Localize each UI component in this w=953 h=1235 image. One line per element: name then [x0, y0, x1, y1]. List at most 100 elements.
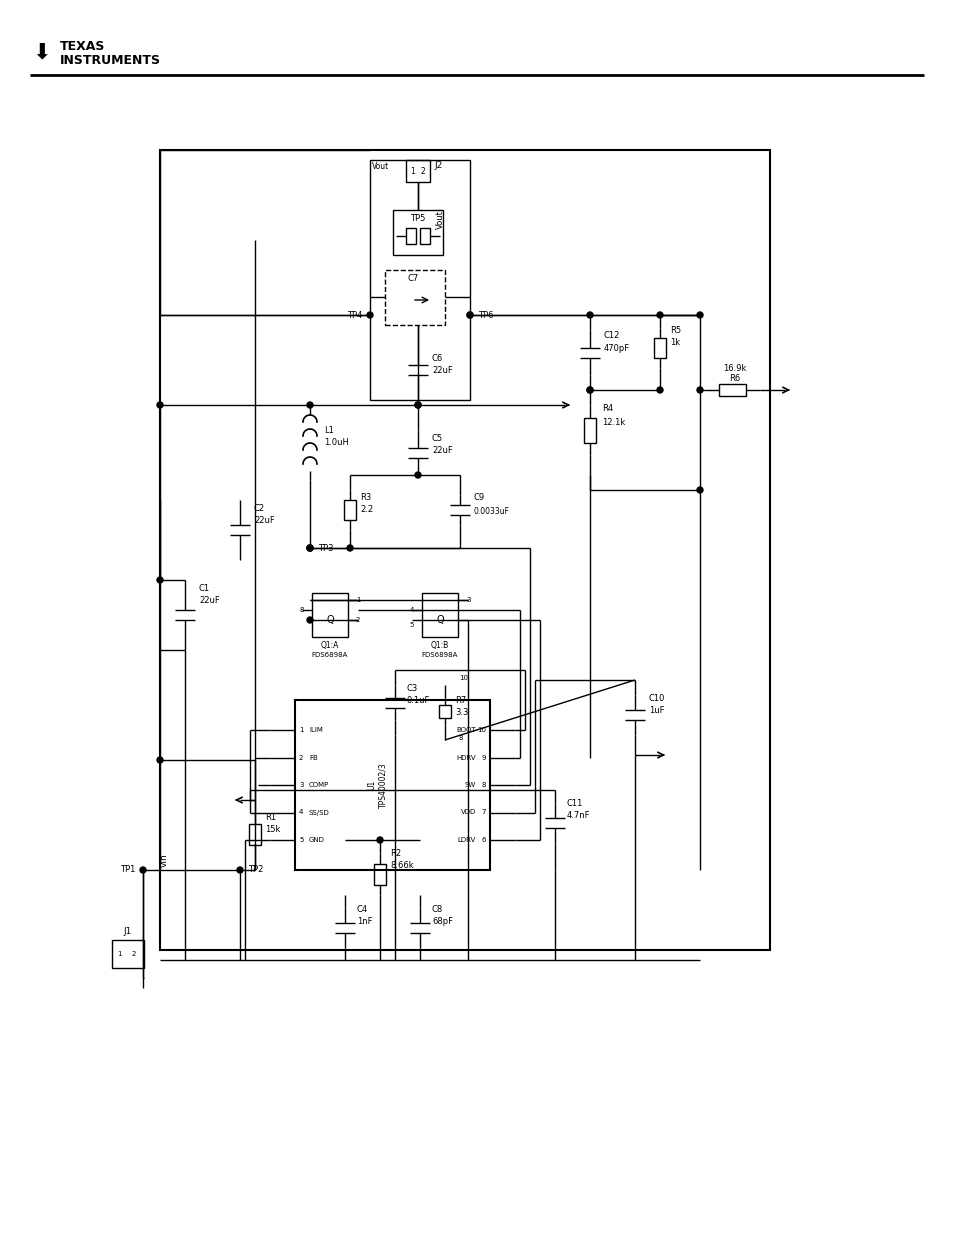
Text: J2: J2 [434, 161, 442, 169]
Circle shape [657, 387, 662, 393]
Bar [249, 824, 261, 845]
Text: C11: C11 [566, 799, 583, 808]
Text: 1: 1 [355, 597, 360, 603]
Text: C10: C10 [648, 694, 664, 703]
Circle shape [307, 545, 313, 551]
Text: 16.9k: 16.9k [722, 363, 746, 373]
Circle shape [697, 487, 702, 493]
Text: Q1:B: Q1:B [431, 641, 449, 650]
Text: 5: 5 [409, 622, 414, 629]
Text: VDD: VDD [460, 809, 476, 815]
Circle shape [307, 618, 313, 622]
Text: TP2: TP2 [248, 866, 263, 874]
Bar [344, 500, 355, 520]
Text: 1.0uH: 1.0uH [324, 437, 349, 447]
Circle shape [140, 867, 146, 873]
Circle shape [586, 387, 593, 393]
Text: 22uF: 22uF [199, 595, 219, 604]
Text: 1nF: 1nF [356, 918, 372, 926]
Text: 8.66k: 8.66k [390, 861, 414, 869]
Text: 7: 7 [481, 809, 485, 815]
Text: 0.1uF: 0.1uF [407, 695, 430, 704]
Text: Q1:A: Q1:A [320, 641, 339, 650]
Text: COMP: COMP [309, 782, 329, 788]
Text: 68pF: 68pF [432, 918, 453, 926]
Bar [419, 228, 430, 245]
Circle shape [586, 387, 593, 393]
Bar [385, 270, 444, 325]
Bar [393, 210, 442, 254]
Text: INSTRUMENTS: INSTRUMENTS [60, 53, 161, 67]
Bar [370, 161, 470, 400]
Text: SS/SD: SS/SD [309, 809, 330, 815]
Text: 5: 5 [298, 837, 303, 844]
Text: GND: GND [309, 837, 325, 844]
Circle shape [415, 403, 420, 408]
Text: 2: 2 [132, 951, 136, 957]
Text: 9: 9 [481, 755, 485, 761]
Text: 1: 1 [116, 951, 121, 957]
Text: U1
TPS40002/3: U1 TPS40002/3 [368, 762, 387, 808]
Circle shape [697, 312, 702, 317]
Bar [160, 149, 769, 950]
Bar [718, 384, 745, 396]
Text: LDRV: LDRV [457, 837, 476, 844]
Text: C9: C9 [474, 493, 485, 501]
Text: 22uF: 22uF [253, 515, 274, 525]
Text: FDS6898A: FDS6898A [312, 652, 348, 658]
Text: 3: 3 [298, 782, 303, 788]
Text: C5: C5 [432, 433, 442, 442]
Bar [294, 700, 490, 869]
Text: 22uF: 22uF [432, 446, 453, 454]
Circle shape [697, 387, 702, 393]
Text: SW: SW [464, 782, 476, 788]
Text: R7: R7 [455, 695, 466, 704]
Text: C4: C4 [356, 905, 368, 914]
Text: Vout: Vout [435, 210, 444, 230]
Text: 22uF: 22uF [432, 366, 453, 374]
Text: FB: FB [309, 755, 317, 761]
Circle shape [307, 545, 313, 551]
Text: 10: 10 [476, 727, 485, 734]
Circle shape [157, 757, 163, 763]
Text: TEXAS: TEXAS [60, 40, 105, 53]
Text: TP1: TP1 [119, 866, 135, 874]
Text: 2.2: 2.2 [359, 505, 373, 514]
Circle shape [157, 403, 163, 408]
Text: TP6: TP6 [477, 310, 493, 320]
Text: C2: C2 [253, 504, 265, 513]
Text: 2: 2 [298, 755, 303, 761]
Circle shape [657, 312, 662, 317]
Text: 2: 2 [420, 167, 425, 175]
Text: Q: Q [326, 615, 334, 625]
Text: R2: R2 [390, 848, 400, 857]
Text: 3: 3 [465, 597, 470, 603]
Bar [654, 338, 665, 358]
Text: L1: L1 [324, 426, 334, 435]
Text: TP4: TP4 [346, 310, 361, 320]
Text: R3: R3 [359, 493, 371, 501]
Text: 8: 8 [481, 782, 485, 788]
Circle shape [157, 577, 163, 583]
Text: 4: 4 [298, 809, 303, 815]
Circle shape [467, 312, 473, 317]
Text: 6: 6 [481, 837, 485, 844]
Circle shape [415, 472, 420, 478]
Circle shape [236, 867, 243, 873]
Text: C3: C3 [407, 683, 417, 693]
Text: 12.1k: 12.1k [601, 417, 624, 426]
Text: 1uF: 1uF [648, 705, 664, 715]
Bar [438, 705, 451, 719]
Bar [406, 228, 416, 245]
Text: R1: R1 [265, 814, 275, 823]
Bar [374, 863, 386, 884]
Text: R5: R5 [669, 326, 680, 335]
Text: 3.3: 3.3 [455, 708, 468, 716]
Text: vin: vin [160, 853, 169, 867]
Text: HDRV: HDRV [456, 755, 476, 761]
Circle shape [415, 403, 420, 408]
Text: TP3: TP3 [317, 543, 334, 552]
Circle shape [467, 312, 473, 317]
Circle shape [376, 837, 382, 844]
Circle shape [347, 545, 353, 551]
